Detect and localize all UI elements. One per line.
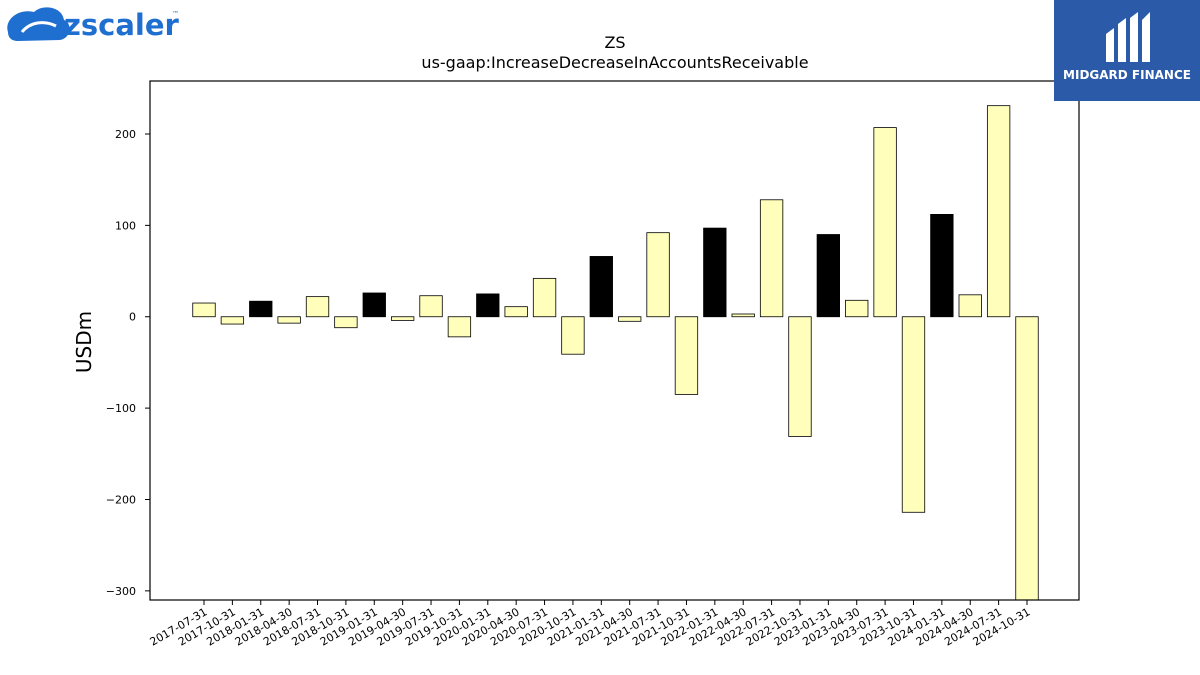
bar-2020-01-31 [476,293,500,318]
bar-2021-07-31 [646,232,670,318]
y-tick-label: −200 [106,493,136,506]
bar-2020-04-30 [504,306,528,318]
bar-2019-01-31 [362,292,386,318]
bar-2019-10-31 [447,316,472,338]
chart-subtitle: us-gaap:IncreaseDecreaseInAccountsReceiv… [421,53,808,72]
zscaler-tm: ™ [172,10,179,18]
bar-2022-04-30 [731,313,755,318]
bar-2024-04-30 [958,294,982,318]
bar-2023-01-31 [816,234,840,318]
plot-frame [149,80,1080,601]
bar-2017-07-31 [192,302,216,318]
bar-2023-07-31 [873,127,897,318]
zscaler-logo: zscaler ™ [4,4,184,44]
chart-title: ZS [604,33,625,52]
bar-2019-04-30 [391,316,415,321]
midgard-finance-logo: MIDGARD FINANCE [1054,0,1200,101]
bar-2021-01-31 [589,256,613,318]
bar-2022-01-31 [703,227,727,318]
bar-2024-01-31 [930,214,954,318]
bar-2018-07-31 [305,296,330,318]
midgard-finance-wordmark: MIDGARD FINANCE [1063,68,1191,82]
bar-2023-04-30 [845,299,869,318]
bar-2019-07-31 [419,295,443,318]
y-tick-label: 0 [129,311,136,324]
bars-group [192,105,1039,601]
bar-2023-10-31 [901,316,926,513]
y-tick-label: −100 [106,402,136,415]
zscaler-wordmark: zscaler [64,8,180,42]
cloud-icon: zscaler ™ [7,7,180,42]
y-tick-label: −300 [106,585,136,598]
bar-2021-10-31 [674,316,699,395]
bar-2021-04-30 [618,316,642,322]
bar-2017-10-31 [220,316,245,325]
bar-2022-10-31 [788,316,812,437]
bar-2018-04-30 [277,316,301,324]
midgard-m-icon [1106,12,1150,62]
bar-2018-10-31 [334,316,358,329]
bar-2018-01-31 [249,300,273,318]
y-tick-label: 100 [115,219,136,232]
bar-2024-10-31 [1015,316,1039,601]
x-ticks-group: 2017-07-312017-10-312018-01-312018-04-30… [148,600,1033,649]
y-axis-label: USDm [72,311,96,373]
y-tick-label: 200 [115,128,136,141]
y-ticks-group: −300 −200 −100 0 100 200 [106,128,150,598]
bar-2022-07-31 [759,199,784,318]
bar-2020-07-31 [532,277,557,318]
bar-2020-10-31 [561,316,585,355]
bar-2024-07-31 [986,105,1011,318]
